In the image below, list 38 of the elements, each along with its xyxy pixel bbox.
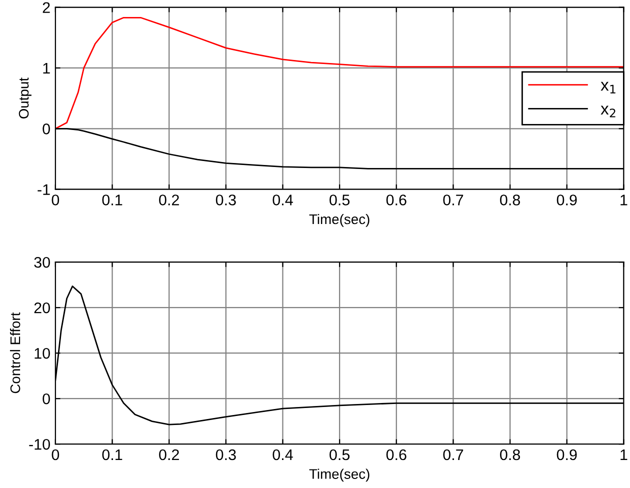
- y-tick-label: 0: [42, 393, 50, 404]
- y-tick-label: 0: [42, 124, 50, 134]
- x-tick-label: 0.2: [159, 449, 179, 460]
- x-tick-label: 1: [620, 450, 628, 460]
- y-tick-label: 2: [42, 2, 50, 13]
- x-tick-label: 0.4: [272, 194, 293, 206]
- x-tick-label: 0: [52, 449, 60, 460]
- y-tick-label: -1: [38, 184, 50, 195]
- y-tick-label: 1: [43, 63, 50, 74]
- y-axis-title: Output: [18, 78, 32, 118]
- x-tick-label: 0.3: [216, 194, 236, 206]
- x-tick-label: 0.3: [216, 449, 236, 460]
- x-tick-label: 0.9: [556, 449, 577, 460]
- x-tick-label: 1: [620, 194, 628, 206]
- x-tick-label: 0.8: [500, 194, 520, 206]
- x-tick-label: 0.5: [330, 449, 350, 460]
- x-tick-label: 0.2: [159, 194, 179, 206]
- x-tick-label: 0.8: [500, 449, 520, 460]
- y-axis-title: Control Effort: [10, 312, 20, 394]
- x-tick-label: 0.7: [443, 194, 464, 206]
- x-tick-label: 0.6: [386, 194, 406, 206]
- legend-label: x$_{2}$: [600, 106, 616, 118]
- x-tick-label: 0: [52, 194, 60, 206]
- x-tick-label: 0.5: [330, 194, 350, 206]
- line-series: [55, 16, 624, 130]
- x-tick-label: 0.1: [102, 194, 122, 206]
- x-tick-label: 0.4: [272, 449, 293, 460]
- x-tick-label: 0.7: [443, 449, 464, 460]
- y-tick-label: 20: [34, 302, 50, 314]
- y-tick-label: 10: [34, 348, 50, 359]
- x-tick-label: 0.6: [386, 449, 406, 460]
- x-axis-title: Time(sec): [309, 468, 370, 482]
- legend-label: x$_{1}$: [600, 82, 616, 94]
- y-tick-label: 30: [34, 256, 50, 268]
- x-tick-label: 0.9: [556, 194, 577, 206]
- y-tick-label: -10: [29, 438, 50, 450]
- x-axis-title: Time(sec): [309, 214, 370, 227]
- x-tick-label: 0.1: [102, 449, 122, 460]
